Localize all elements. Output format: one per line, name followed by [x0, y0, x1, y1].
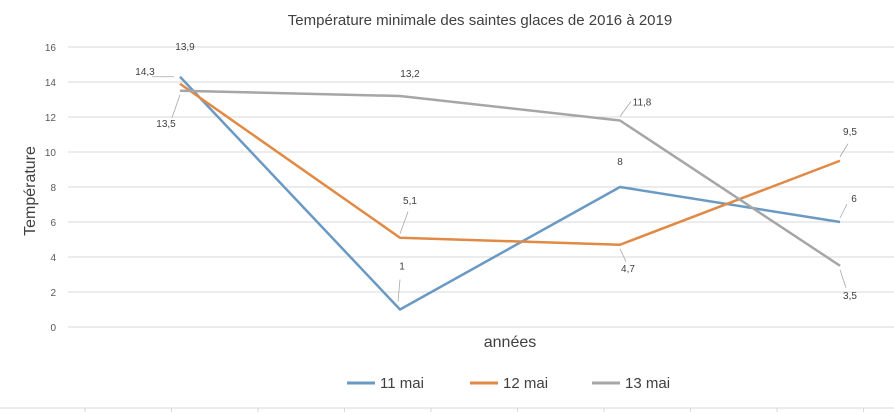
- y-tick-label: 8: [50, 183, 56, 194]
- label-leader-line: [397, 279, 401, 302]
- y-tick-label: 12: [45, 113, 57, 124]
- series-line-1: [179, 82, 841, 246]
- data-label: 11,8: [633, 98, 652, 109]
- label-leader-line: [619, 101, 632, 117]
- label-leader-line: [839, 269, 847, 288]
- y-tick-label: 2: [50, 288, 56, 299]
- data-label: 4,7: [621, 264, 635, 275]
- series-line-2: [179, 89, 841, 267]
- label-leader-line: [619, 248, 627, 262]
- data-label: 13,5: [156, 119, 176, 130]
- y-axis-title: Température: [22, 146, 39, 236]
- bottom-axis: [0, 407, 894, 412]
- y-tick-label: 6: [50, 218, 56, 229]
- chart-title: Température minimale des saintes glaces …: [288, 12, 672, 29]
- data-label: 8: [617, 157, 623, 168]
- y-tick-label: 14: [45, 78, 57, 89]
- label-leader-line: [839, 203, 848, 219]
- y-tick-label: 10: [45, 148, 57, 159]
- data-label: 9,5: [843, 127, 857, 138]
- data-label: 14,3: [135, 67, 155, 78]
- label-leader-line: [171, 94, 181, 118]
- x-axis-title: années: [484, 334, 537, 351]
- y-axis-ticks: 0 2 4 6 8 10 12 14 16: [45, 43, 57, 334]
- y-tick-label: 0: [50, 323, 56, 334]
- series-line-0: [179, 75, 841, 311]
- label-leader-line: [399, 211, 409, 234]
- data-label: 13,2: [400, 69, 420, 80]
- legend-label: 12 mai: [503, 375, 548, 392]
- legend-label: 13 mai: [625, 375, 670, 392]
- data-label: 5,1: [403, 196, 417, 207]
- label-leader-line: [839, 143, 849, 157]
- series-lines: [179, 75, 841, 311]
- data-label: 3,5: [843, 291, 857, 302]
- data-label: 1: [399, 262, 405, 273]
- data-label: 6: [851, 194, 857, 205]
- data-labels: 14,3 1 8 6 13,9 5,1 4,7 9,5 13,5 13,2 11,8 3,5: [135, 42, 857, 302]
- data-label: 13,9: [175, 42, 195, 53]
- legend-label: 11 mai: [380, 375, 424, 392]
- y-tick-label: 4: [50, 253, 56, 264]
- legend: 11 mai 12 mai 13 mai: [347, 375, 670, 392]
- grid-lines: [68, 46, 894, 328]
- y-tick-label: 16: [45, 43, 57, 54]
